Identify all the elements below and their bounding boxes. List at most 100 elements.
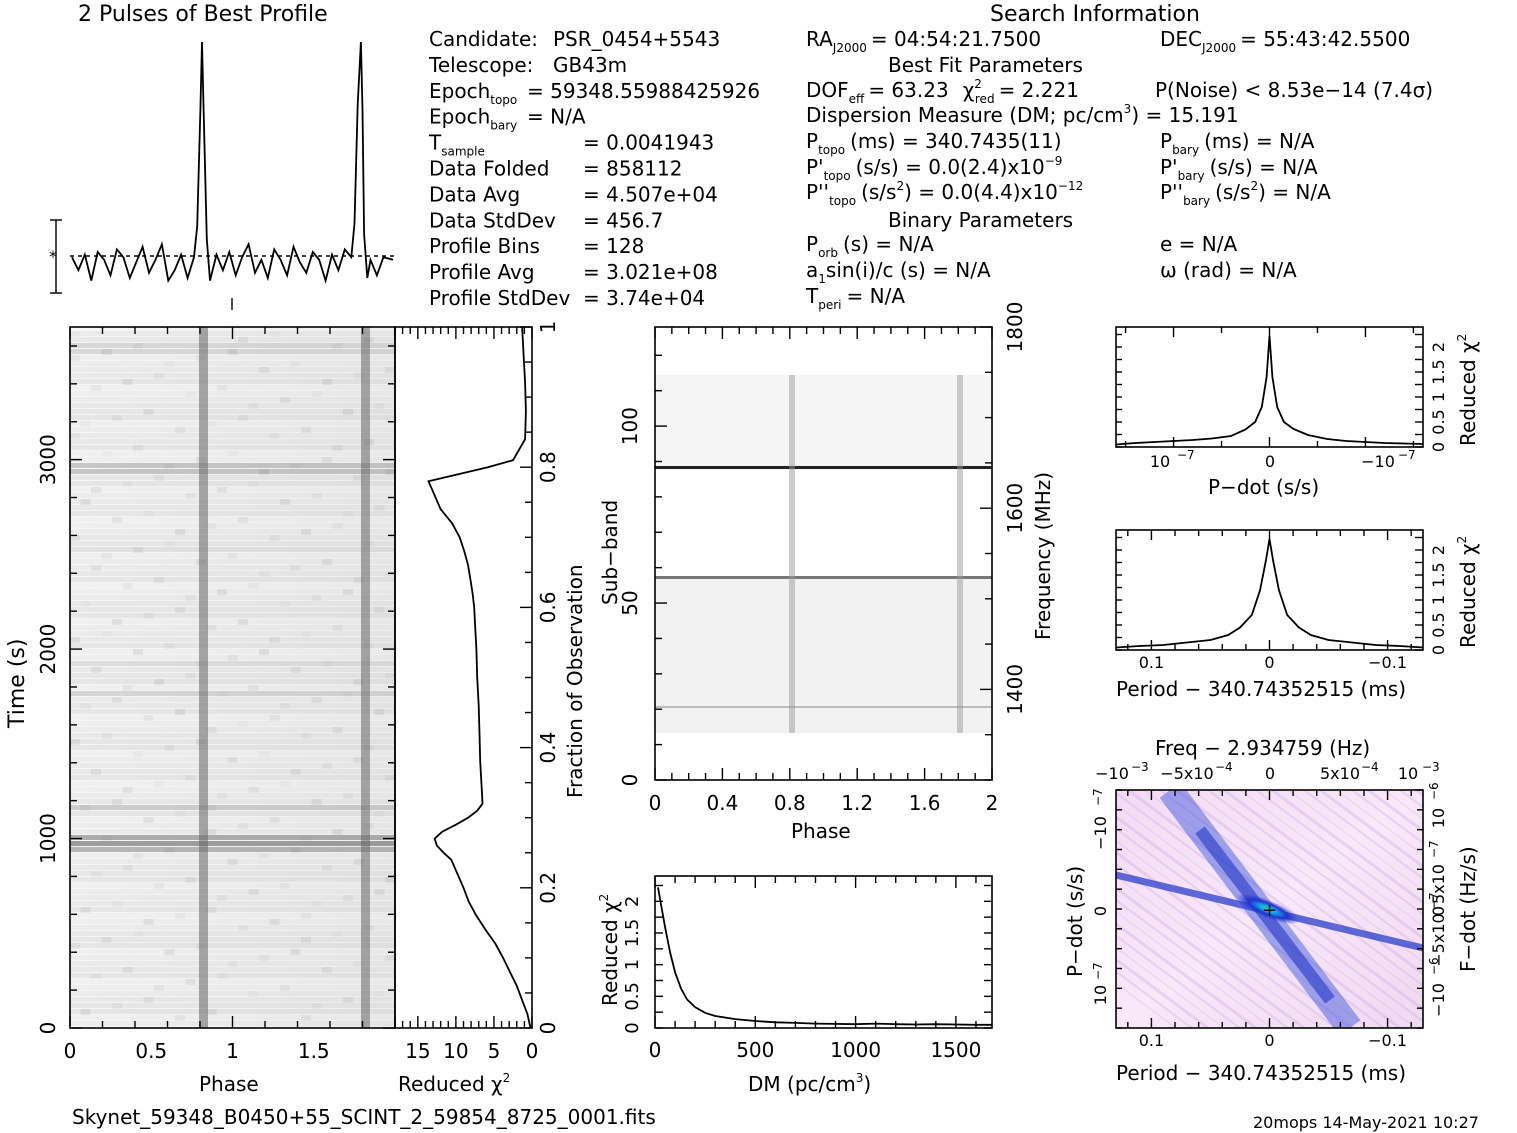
tp-row	[70, 655, 395, 660]
dm-ytick: 1	[622, 959, 643, 970]
profile-curve	[71, 41, 394, 284]
tp-cell	[227, 961, 238, 967]
tp-cell	[70, 355, 80, 361]
tp-cell	[164, 745, 175, 751]
pddbary-label: P''	[1160, 180, 1183, 204]
tp-cell	[290, 565, 301, 571]
time-phase-xtick: 1.5	[298, 1039, 330, 1063]
tp-cell	[91, 565, 101, 571]
tp-cell	[206, 421, 217, 427]
tp-row	[70, 613, 395, 618]
time-chi2-frame	[394, 326, 533, 1029]
tp-cell	[269, 433, 280, 439]
tp-row	[70, 601, 395, 606]
subband-dark-row-2	[655, 576, 992, 579]
pdot-plot	[1115, 326, 1424, 448]
tp-cell	[343, 511, 353, 517]
tp-row	[70, 997, 395, 1002]
pddtopo-sub: topo	[829, 194, 856, 208]
time-phase-pulse-2	[361, 327, 370, 1028]
tp-cell	[80, 907, 91, 913]
dec-sub: J2000	[1201, 41, 1236, 55]
tp-cell	[269, 637, 280, 643]
tp-row	[70, 913, 395, 918]
tp-cell	[206, 829, 217, 835]
profile-mean-marker: *	[49, 247, 57, 266]
tp-cell	[80, 703, 91, 709]
svg-text:RAJ2000= 04:54:21.7500: RAJ2000 = 04:54:21.7500	[806, 27, 1041, 55]
pp-streak	[1116, 850, 1353, 1028]
tp-row	[70, 673, 395, 678]
tp-row	[70, 475, 395, 480]
tp-row	[70, 787, 395, 792]
tp-cell	[248, 481, 259, 487]
tp-cell	[217, 793, 227, 799]
ecc-value: e = N/A	[1160, 232, 1237, 256]
tp-cell	[217, 385, 227, 391]
subband-plot	[654, 326, 993, 781]
best-fit-title: Best Fit Parameters	[888, 53, 1083, 77]
tp-row	[70, 445, 395, 450]
tp-cell	[322, 457, 332, 463]
tp-row	[70, 337, 395, 342]
tp-cell	[311, 799, 322, 805]
tp-cell	[227, 451, 238, 457]
tp-cell	[259, 469, 269, 475]
tp-cell	[143, 613, 154, 619]
tp-cell	[322, 379, 332, 385]
tp-cell	[269, 715, 280, 721]
tp-row	[70, 895, 395, 900]
tp-cell	[290, 847, 301, 853]
time-phase-pulse-1	[199, 327, 208, 1028]
dec-label: DEC	[1160, 27, 1202, 51]
tp-row	[70, 883, 395, 888]
tp-row	[70, 385, 395, 390]
tp-row	[70, 991, 395, 996]
tp-cell	[280, 601, 290, 607]
tp-cell	[385, 367, 395, 373]
tp-cell	[332, 931, 343, 937]
pdtopo-sub: topo	[824, 169, 851, 183]
ptopo-label: P	[806, 129, 818, 153]
tp-cell	[248, 685, 259, 691]
tp-cell	[269, 817, 280, 823]
tp-cell	[154, 781, 164, 787]
tp-row	[70, 523, 395, 528]
pdbary-label: P'	[1160, 155, 1178, 179]
asini-label: a	[806, 258, 818, 282]
tp-cell	[206, 625, 217, 631]
tp-row	[70, 439, 395, 444]
tp-row	[70, 589, 395, 594]
tp-cell	[175, 529, 185, 535]
subband-xtick: 0.4	[706, 791, 738, 815]
tp-cell	[269, 919, 280, 925]
pddtopo-value: (s/s	[861, 180, 896, 204]
tp-cell	[385, 571, 395, 577]
tp-cell	[248, 583, 259, 589]
tp-row	[70, 961, 395, 966]
tp-cell	[280, 499, 290, 505]
tp-cell	[206, 523, 217, 529]
tp-cell	[290, 667, 301, 673]
tp-cell	[70, 535, 80, 541]
tp-cell	[248, 991, 259, 997]
tp-cell	[374, 403, 385, 409]
pdot-ytick: 0	[1429, 442, 1448, 452]
tp-row	[70, 511, 395, 516]
subband-upper-band	[655, 375, 992, 470]
fdot-ytick: 5x10	[1429, 864, 1448, 904]
tp-row	[70, 595, 395, 600]
tp-row	[70, 421, 395, 426]
info-left-value-6: = 4.507e+04	[583, 182, 718, 206]
tp-cell	[301, 733, 311, 739]
tp-cell	[206, 727, 217, 733]
fraction-ytick: 0.2	[536, 872, 560, 904]
info-left-value-5: = 858112	[583, 157, 682, 181]
tp-cell	[353, 679, 364, 685]
info-left-label-0: Candidate:	[429, 27, 538, 51]
info-left-label-9: Profile Avg	[429, 260, 535, 284]
tp-row	[70, 985, 395, 990]
tperi-sub: peri	[818, 298, 841, 312]
tp-cell	[322, 967, 332, 973]
tp-cell	[185, 391, 196, 397]
